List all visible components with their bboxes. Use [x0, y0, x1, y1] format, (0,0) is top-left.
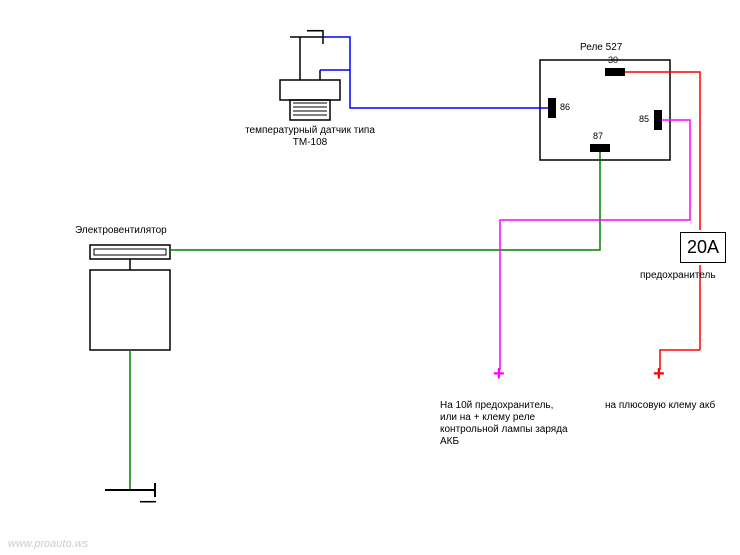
fuse-value: 20А	[680, 232, 726, 263]
plus-red: +	[653, 363, 665, 386]
relay-pin-86	[548, 98, 556, 118]
magenta-note: На 10й предохранитель, или на + клему ре…	[440, 400, 580, 448]
relay-pin-85	[654, 110, 662, 130]
wire-red-tap	[660, 350, 700, 370]
relay-pin-30	[605, 68, 625, 76]
plus-magenta: +	[493, 363, 505, 386]
minus-fan: —	[140, 493, 156, 511]
fan-resistor	[90, 245, 170, 259]
wiring-diagram	[0, 0, 740, 555]
pin-30-label: 30	[608, 55, 618, 66]
sensor-body	[280, 80, 340, 100]
red-note: на плюсовую клему акб	[605, 400, 725, 412]
pin-86-label: 86	[560, 102, 570, 113]
fan-body	[90, 270, 170, 350]
relay-pin-87	[590, 144, 610, 152]
minus-sensor: —	[307, 22, 323, 40]
fan-label: Электровентилятор	[75, 225, 167, 237]
temp-sensor-label: температурный датчик типа ТМ-108	[245, 125, 375, 149]
wire-red-top	[625, 72, 700, 230]
relay-title: Реле 527	[580, 42, 622, 54]
watermark: www.proauto.ws	[8, 538, 88, 550]
fuse-name: предохранитель	[640, 270, 716, 282]
wire-magenta	[500, 120, 690, 370]
wire-blue	[323, 37, 548, 108]
pin-85-label: 85	[639, 114, 649, 125]
wire-green-main	[170, 152, 600, 250]
pin-87-label: 87	[593, 131, 603, 142]
